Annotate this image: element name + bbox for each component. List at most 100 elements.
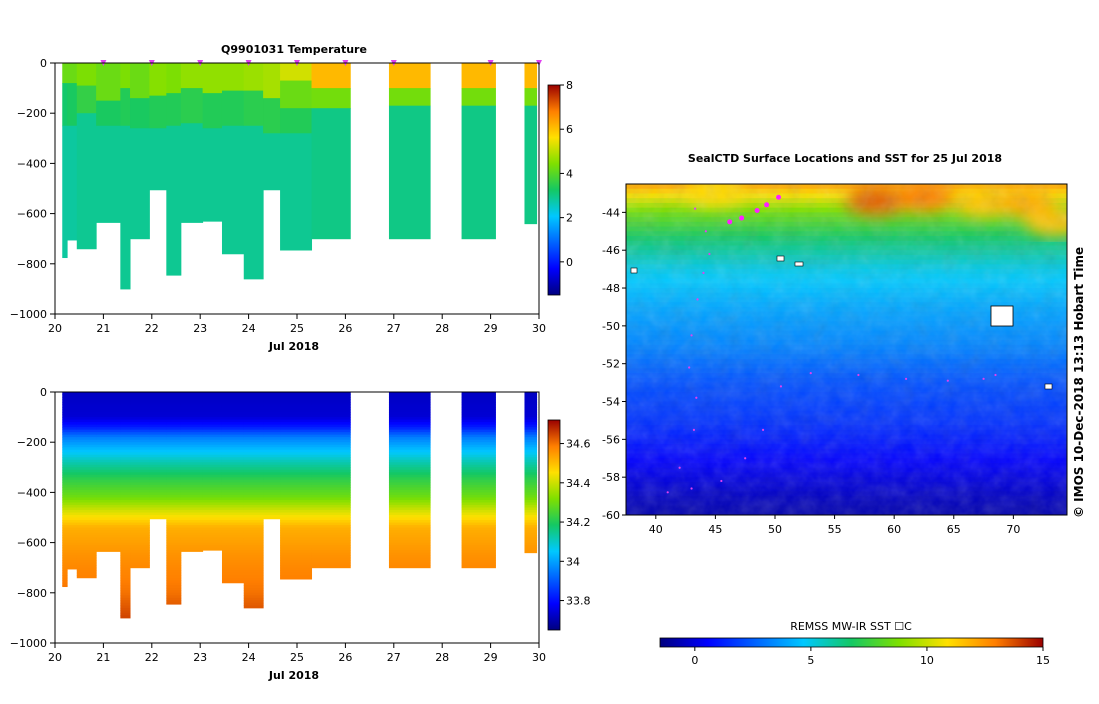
salinity-segment [67,522,78,526]
salinity-segment [524,442,538,446]
salinity-segment [461,555,496,559]
track-point [694,207,697,210]
salinity-segment [62,582,68,586]
salinity-segment [62,414,68,418]
salinity-segment [202,429,223,433]
salinity-segment [166,479,182,483]
salinity-segment [280,439,313,443]
salinity-segment [202,520,223,524]
salinity-segment [166,419,182,423]
salinity-segment [130,392,150,396]
salinity-segment [461,409,496,413]
salinity-segment [67,557,78,561]
salinity-segment [221,432,245,436]
salinity-segment [524,509,538,513]
profile-segment [67,83,78,127]
salinity-segment [221,469,245,473]
salinity-segment [388,399,431,403]
x-tick-label: 20 [48,322,62,335]
salinity-segment [221,437,245,441]
island-heard [1044,383,1053,390]
salinity-segment [67,477,78,481]
x-tick-label: 26 [338,651,352,664]
salinity-segment [130,542,150,546]
salinity-segment [263,494,281,498]
sst-colorbar-ticks: 0 5 10 15 [691,647,1050,667]
salinity-segment [96,482,121,486]
salinity-segment [221,444,245,448]
profile-segment [243,125,264,280]
salinity-segment [243,447,264,451]
salinity-segment [461,429,496,433]
salinity-segment [202,474,223,478]
salinity-segment [130,409,150,413]
salinity-segment [243,472,264,476]
salinity-segment [166,447,182,451]
salinity-segment [149,482,167,486]
salinity-segment [130,459,150,463]
salinity-segment [524,422,538,426]
salinity-segment [166,477,182,481]
salinity-segment [149,504,167,508]
salinity-segment [76,482,97,486]
salinity-segment [76,454,97,458]
salinity-segment [311,532,351,536]
salinity-segment [96,542,121,546]
salinity-segment [280,577,313,580]
salinity-segment [166,459,182,463]
salinity-segment [221,517,245,521]
salinity-segment [130,452,150,456]
salinity-segment [221,392,245,396]
salinity-segment [62,459,68,463]
salinity-segment [461,514,496,518]
salinity-segment [130,479,150,483]
salinity-segment [388,514,431,518]
salinity-segment [243,414,264,418]
salinity-segment [243,504,264,508]
salinity-segment [76,494,97,498]
salinity-segment [130,562,150,566]
salinity-segment [120,590,131,594]
salinity-segment [311,392,351,396]
salinity-segment [120,449,131,453]
salinity-segment [243,512,264,516]
salinity-segment [388,464,431,468]
salinity-segment [280,497,313,501]
salinity-segment [180,535,204,539]
salinity-segment [311,419,351,423]
salinity-segment [120,502,131,506]
salinity-segment [280,409,313,413]
salinity-segment [221,474,245,478]
salinity-segment [180,550,204,552]
x-tick-label: 27 [387,651,401,664]
salinity-segment [67,479,78,483]
salinity-segment [388,535,431,539]
salinity-segment [311,492,351,496]
salinity-segment [243,429,264,433]
profile-segment [180,88,204,124]
salinity-segment [62,492,68,496]
salinity-segment [120,587,131,591]
salinity-segment [461,537,496,541]
salinity-segment [263,469,281,473]
salinity-segment [202,535,223,539]
salinity-segment [120,527,131,531]
salinity-segment [461,439,496,443]
salinity-segment [166,547,182,551]
salinity-segment [96,459,121,463]
salinity-segment [120,464,131,468]
salinity-segment [280,404,313,408]
salinity-segment [388,474,431,478]
salinity-segment [76,497,97,501]
salinity-segment [166,397,182,401]
salinity-segment [76,472,97,476]
profile-segment [62,83,68,127]
salinity-segment [76,402,97,406]
y-tick-label: −800 [17,587,47,600]
salinity-segment [243,600,264,604]
salinity-segment [120,514,131,518]
salinity-segment [62,512,68,516]
salinity-segment [243,545,264,549]
salinity-segment [62,484,68,488]
salinity-segment [67,552,78,556]
